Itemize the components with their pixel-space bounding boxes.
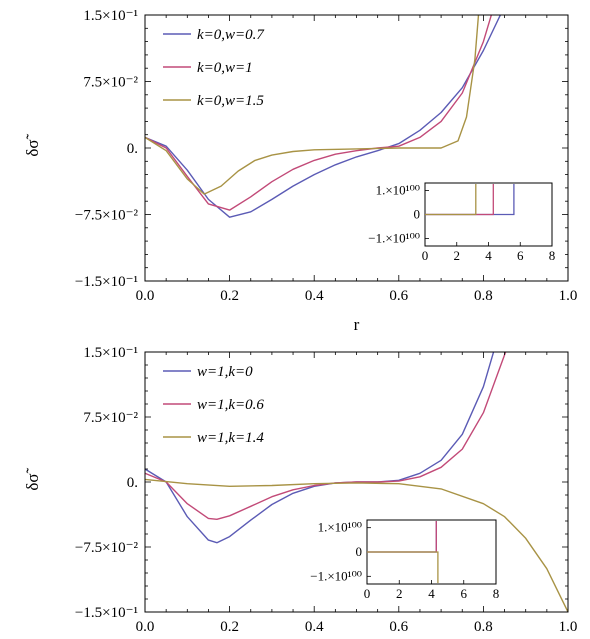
inset-x-tick-label: 0 xyxy=(364,586,371,601)
y-tick-label: 0. xyxy=(127,141,138,157)
legend-label-3: w=1,k=1.4 xyxy=(197,430,264,446)
inset-series-line-3 xyxy=(425,184,477,216)
legend-label-3: k=0,w=1.5 xyxy=(197,93,264,109)
y-tick-label: 1.5×10⁻¹ xyxy=(83,8,138,24)
inset-y-tick-label: −1.×10¹⁰⁰ xyxy=(310,568,362,583)
x-tick-label: 0.8 xyxy=(474,619,493,635)
inset-y-tick-label: 0 xyxy=(414,207,421,222)
series-line-3 xyxy=(145,478,568,612)
y-tick-label: −7.5×10⁻² xyxy=(75,208,139,224)
series-line-2 xyxy=(145,352,507,520)
chart-panel-2: 0.0 0.2 0.4 0.6 0.8 1.0 1.5×10⁻¹ 7.5×10⁻² 0. −7.5… xyxy=(23,345,578,635)
x-tick-label: 0.6 xyxy=(389,619,408,635)
x-tick-label: 0.2 xyxy=(220,619,239,635)
inset-x-tick-label: 2 xyxy=(396,586,403,601)
inset-x-tick-label: 8 xyxy=(493,586,500,601)
x-tick-label: 0.0 xyxy=(136,619,155,635)
y-axis-title: δσ̃ xyxy=(23,467,42,490)
series-line-3 xyxy=(145,15,480,195)
x-tick-label: 0.6 xyxy=(389,288,408,304)
inset-series-line-3 xyxy=(367,551,439,583)
y-axis-title: δσ̃ xyxy=(23,133,42,156)
x-tick-label: 0.2 xyxy=(220,288,239,304)
inset-y-tick-label: 1.×10¹⁰⁰ xyxy=(318,520,362,535)
series-group xyxy=(145,352,568,612)
y-tick-label: −1.5×10⁻¹ xyxy=(75,605,138,621)
legend-label-2: w=1,k=0.6 xyxy=(197,397,264,413)
y-tick-label: −1.5×10⁻¹ xyxy=(75,274,138,290)
x-tick-label: 0.4 xyxy=(305,619,324,635)
series-group xyxy=(145,15,502,218)
x-tick-label: 0.0 xyxy=(136,288,155,304)
x-tick-label: 1.0 xyxy=(559,619,578,635)
series-line-2 xyxy=(145,15,493,211)
chart-panel-1: 0.0 0.2 0.4 0.6 0.8 1.0 1.5×10⁻¹ 7.5×10⁻² 0. −7.5… xyxy=(23,8,578,334)
series-line-1 xyxy=(145,352,495,544)
inset-x-tick-label: 0 xyxy=(422,248,429,263)
legend-label-1: w=1,k=0 xyxy=(197,364,253,380)
inset-x-tick-label: 4 xyxy=(485,248,492,263)
inset-y-tick-label: −1.×10¹⁰⁰ xyxy=(368,230,420,245)
x-tick-label: 1.0 xyxy=(559,288,578,304)
inset-y-tick-label: 1.×10¹⁰⁰ xyxy=(376,183,420,198)
inset-x-tick-label: 8 xyxy=(549,248,556,263)
inset-y-tick-label: 0 xyxy=(356,544,363,559)
y-tick-label: 7.5×10⁻² xyxy=(83,75,138,91)
x-axis-title: r xyxy=(354,315,360,334)
x-tick-label: 0.8 xyxy=(474,288,493,304)
y-tick-label: 0. xyxy=(127,475,138,491)
y-tick-label: −7.5×10⁻² xyxy=(75,540,139,556)
legend-label-1: k=0,w=0.7 xyxy=(197,27,265,43)
inset-x-tick-label: 6 xyxy=(517,248,524,263)
inset-x-tick-label: 2 xyxy=(454,248,461,263)
x-tick-label: 0.4 xyxy=(305,288,324,304)
y-tick-label: 7.5×10⁻² xyxy=(83,410,138,426)
inset-x-tick-label: 4 xyxy=(428,586,435,601)
legend-label-2: k=0,w=1 xyxy=(197,60,253,76)
y-tick-label: 1.5×10⁻¹ xyxy=(83,345,138,361)
inset-x-tick-label: 6 xyxy=(461,586,468,601)
